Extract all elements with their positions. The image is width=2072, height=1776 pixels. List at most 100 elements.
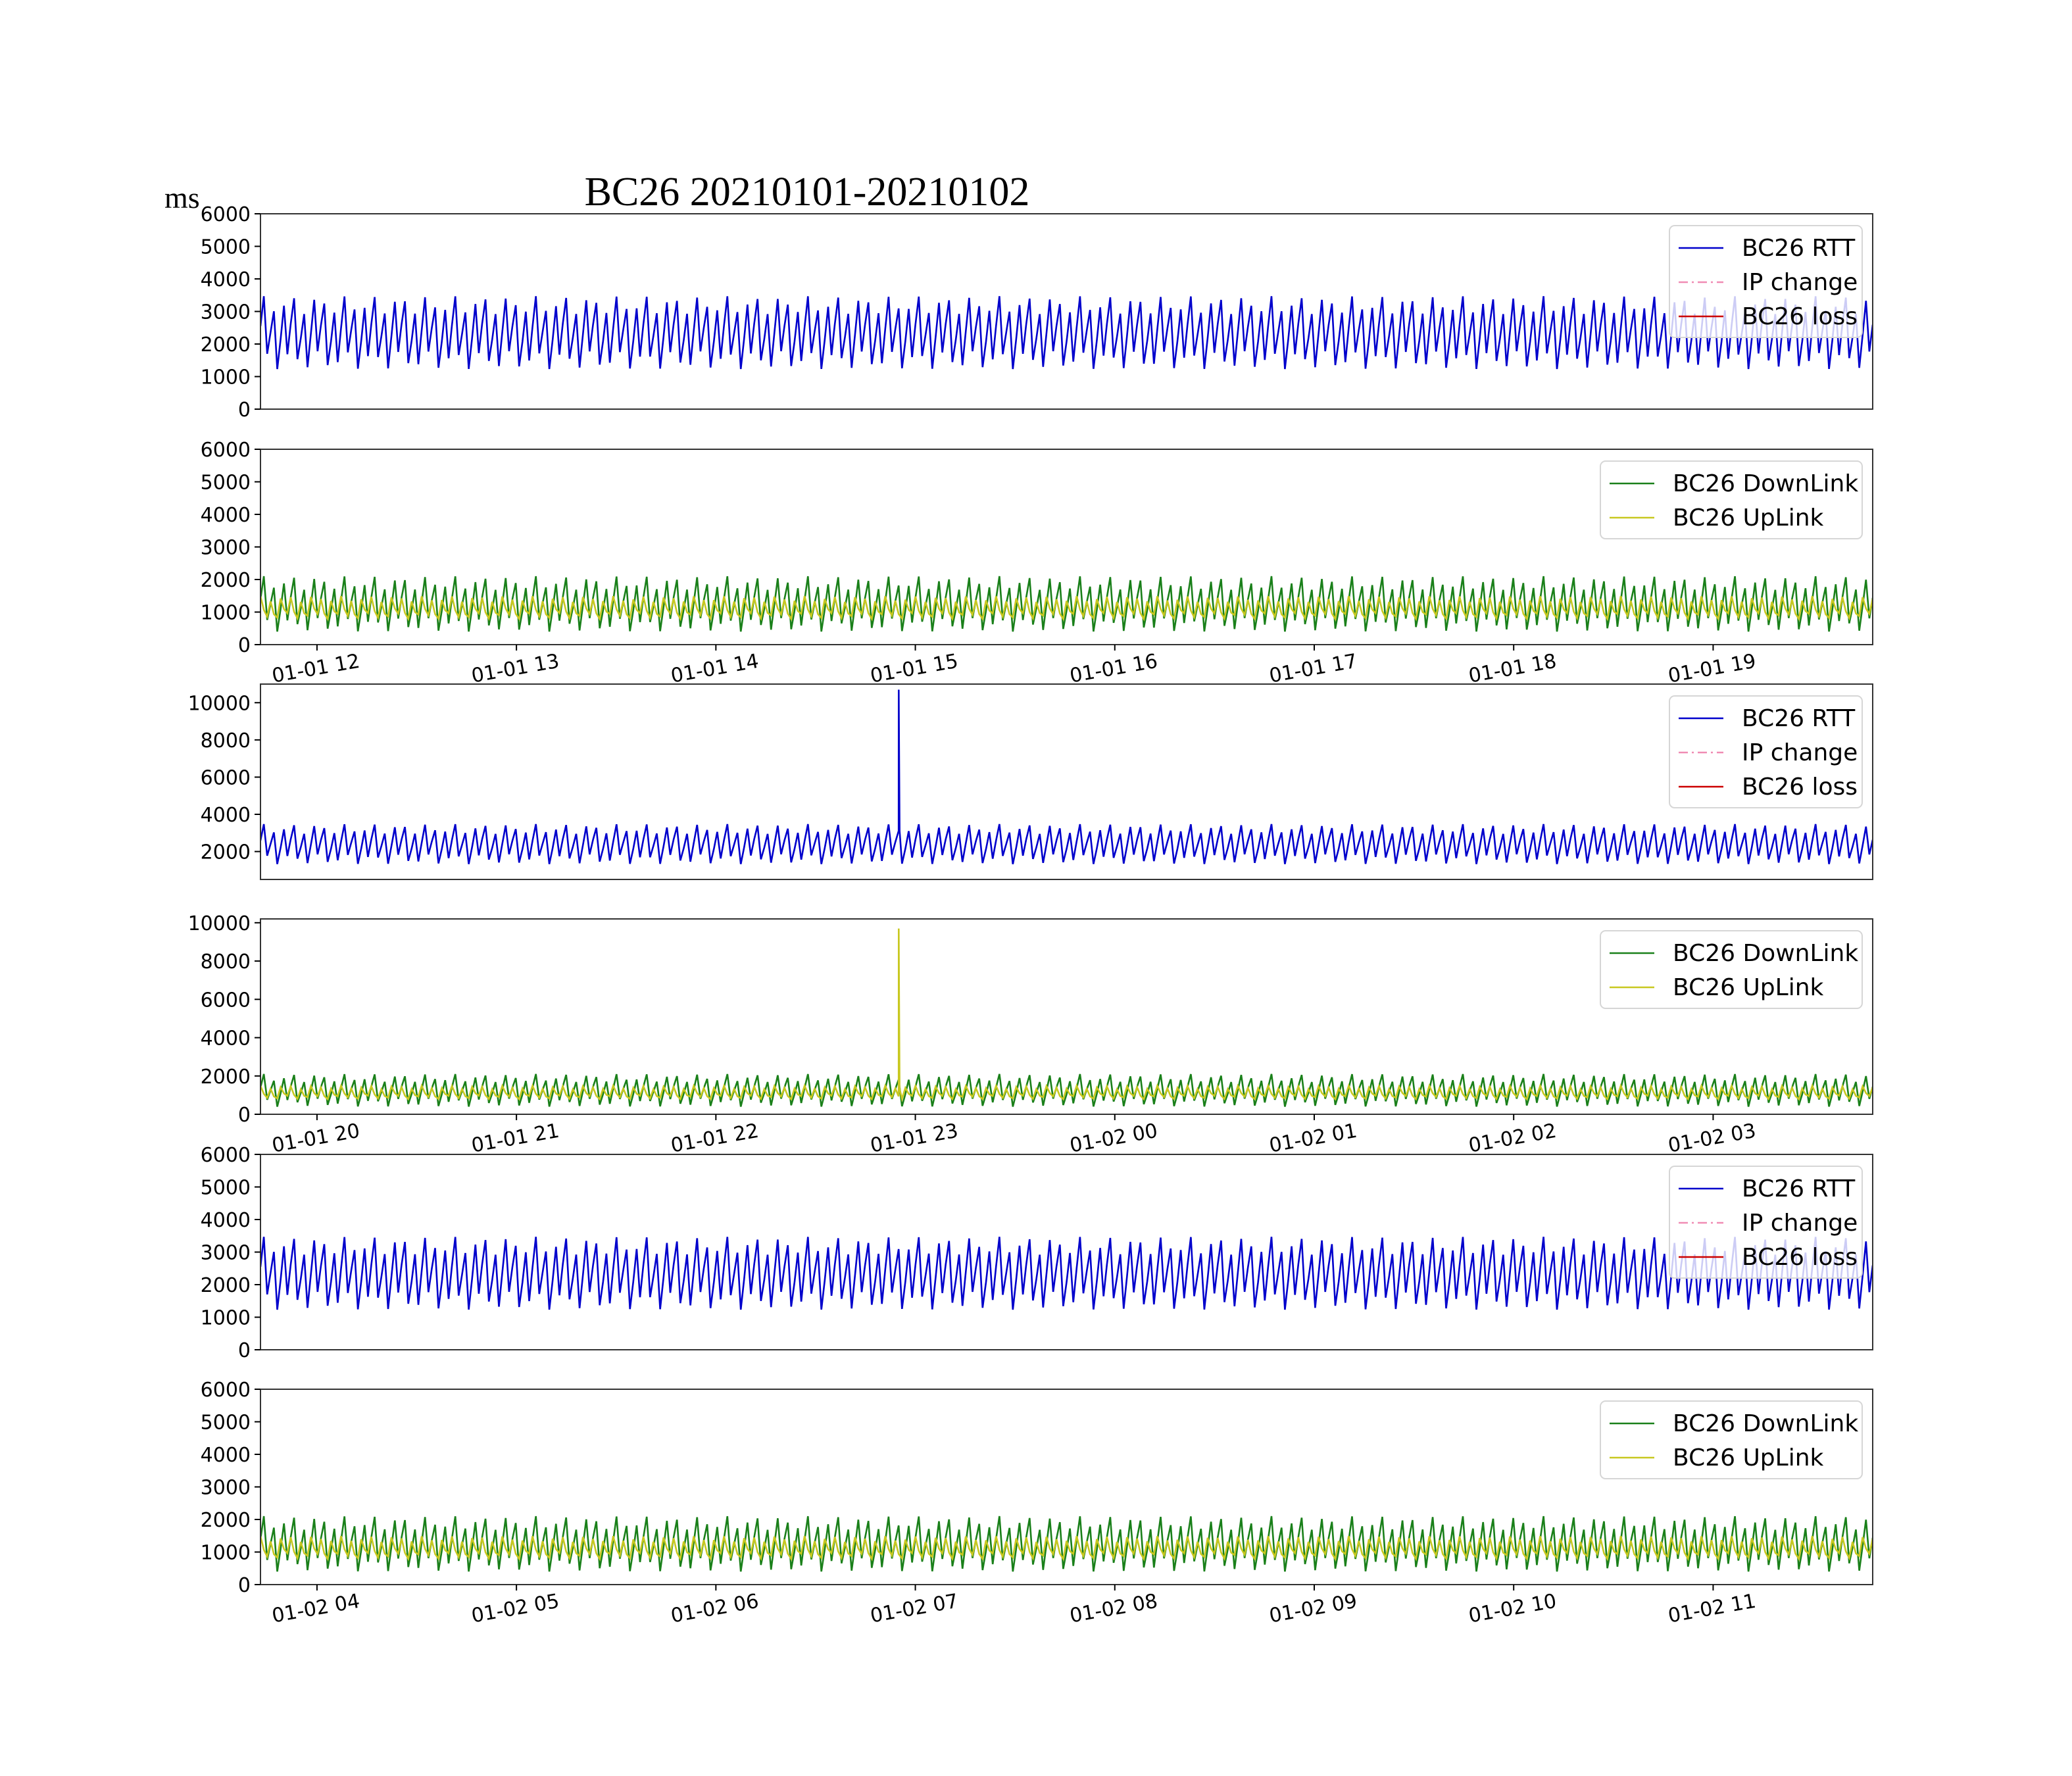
x-tick-label: 01-01 16 — [1068, 650, 1160, 688]
legend-box — [1669, 1166, 1863, 1279]
y-unit-label: ms — [164, 181, 200, 214]
series-line-bc26-rtt — [260, 1237, 1873, 1310]
x-tick-label: 01-01 22 — [669, 1120, 760, 1158]
y-tick-label: 3000 — [201, 1477, 251, 1500]
series-line-bc26-downlink — [260, 1073, 1873, 1107]
x-tick-label: 01-02 04 — [270, 1590, 362, 1628]
y-tick-label: 10000 — [188, 692, 251, 715]
legend: BC26 DownLink BC26 UpLink — [1600, 930, 1863, 1009]
x-tick-label: 01-01 23 — [868, 1120, 960, 1158]
legend-label: IP change — [1742, 269, 1858, 296]
y-tick-label: 8000 — [201, 729, 251, 752]
series-line-bc26-downlink — [260, 1516, 1873, 1572]
x-tick-label: 01-01 21 — [470, 1120, 561, 1158]
y-tick-label: 2000 — [201, 1509, 251, 1532]
y-tick-label: 6000 — [201, 766, 251, 789]
y-tick-label: 6000 — [201, 1379, 251, 1402]
y-tick-label: 2000 — [201, 333, 251, 357]
x-tick-label: 01-02 08 — [1068, 1590, 1160, 1628]
x-tick-label: 01-02 01 — [1268, 1120, 1359, 1158]
y-tick-label: 4000 — [201, 804, 251, 827]
y-tick-label: 0 — [238, 399, 251, 422]
legend-label: BC26 RTT — [1742, 705, 1856, 732]
x-tick-label: 01-02 10 — [1467, 1590, 1558, 1628]
y-tick-label: 2000 — [201, 569, 251, 592]
legend-label: BC26 UpLink — [1673, 505, 1824, 531]
legend-label: BC26 RTT — [1742, 235, 1856, 262]
x-tick-label: 01-01 17 — [1268, 650, 1359, 688]
legend-label: BC26 loss — [1742, 303, 1858, 330]
y-tick-label: 4000 — [201, 1209, 251, 1232]
legend-label: BC26 loss — [1742, 774, 1858, 801]
y-tick-label: 4000 — [201, 1027, 251, 1050]
y-tick-label: 2000 — [201, 841, 251, 864]
legend-label: BC26 DownLink — [1673, 1410, 1858, 1437]
series-line-bc26-downlink — [260, 576, 1873, 632]
plot-area-frame — [260, 1154, 1873, 1350]
x-tick-label: 01-01 14 — [669, 650, 760, 688]
legend-label: BC26 UpLink — [1673, 1444, 1824, 1471]
x-tick-label: 01-01 15 — [868, 650, 960, 688]
plot-area-frame — [260, 213, 1873, 410]
legend-label: BC26 RTT — [1742, 1175, 1856, 1202]
x-tick-label: 01-01 20 — [270, 1120, 362, 1158]
y-tick-label: 6000 — [201, 989, 251, 1012]
x-tick-label: 01-02 06 — [669, 1590, 760, 1628]
y-tick-label: 5000 — [201, 236, 251, 259]
chart-panel-2: 0 1000 2000 3000 4000 5000 6000 01-01 12 01-01 1… — [201, 439, 1873, 688]
legend: BC26 RTT IP change BC26 loss — [1669, 1166, 1863, 1279]
y-tick-label: 0 — [238, 1339, 251, 1362]
y-tick-label: 1000 — [201, 602, 251, 625]
series-line-bc26-uplink — [260, 928, 1873, 1102]
legend-box — [1669, 695, 1863, 808]
legend-box — [1600, 1400, 1863, 1479]
legend-label: BC26 DownLink — [1673, 470, 1858, 497]
y-tick-label: 2000 — [201, 1274, 251, 1297]
x-tick-label: 01-02 03 — [1666, 1120, 1758, 1158]
chart-title: BC26 20210101-20210102 — [585, 170, 1030, 214]
series-line-bc26-uplink — [260, 595, 1873, 622]
x-tick-label: 01-01 12 — [270, 650, 362, 688]
legend-box — [1600, 930, 1863, 1009]
x-tick-label: 01-01 18 — [1467, 650, 1558, 688]
y-tick-label: 5000 — [201, 1412, 251, 1435]
chart-panels: 0 1000 2000 3000 4000 5000 6000 BC26 RTT IP chan… — [188, 203, 1873, 1628]
y-tick-label: 6000 — [201, 439, 251, 462]
y-tick-label: 4000 — [201, 504, 251, 527]
y-tick-label: 3000 — [201, 537, 251, 560]
x-tick-label: 01-02 07 — [868, 1590, 960, 1628]
series-line-bc26-uplink — [260, 1535, 1873, 1562]
y-tick-label: 0 — [238, 634, 251, 657]
legend: BC26 DownLink BC26 UpLink — [1600, 1400, 1863, 1479]
x-tick-label: 01-02 00 — [1068, 1120, 1160, 1158]
series-line-bc26-rtt — [260, 296, 1873, 370]
series-line-bc26-rtt — [260, 689, 1873, 864]
x-tick-label: 01-01 13 — [470, 650, 561, 688]
y-tick-label: 10000 — [188, 912, 251, 935]
x-tick-label: 01-02 11 — [1666, 1590, 1758, 1628]
y-tick-label: 4000 — [201, 1444, 251, 1467]
plot-area-frame — [260, 683, 1873, 880]
plot-area-frame — [260, 918, 1873, 1115]
chart-panel-1: 0 1000 2000 3000 4000 5000 6000 BC26 RTT IP chan… — [201, 203, 1873, 422]
y-tick-label: 1000 — [201, 1542, 251, 1565]
legend: BC26 RTT IP change BC26 loss — [1669, 695, 1863, 808]
y-tick-label: 1000 — [201, 366, 251, 389]
chart-panel-5: 0 1000 2000 3000 4000 5000 6000 BC26 RTT IP chan… — [201, 1144, 1873, 1362]
x-tick-label: 01-01 19 — [1666, 650, 1758, 688]
legend-label: BC26 loss — [1742, 1244, 1858, 1271]
y-tick-label: 0 — [238, 1574, 251, 1597]
y-tick-label: 5000 — [201, 1177, 251, 1200]
legend-box — [1669, 225, 1863, 338]
chart-panel-4: 0 2000 4000 6000 8000 10000 01-01 20 01-01 21 01… — [188, 912, 1873, 1158]
legend-label: BC26 DownLink — [1673, 940, 1858, 967]
y-tick-label: 4000 — [201, 268, 251, 291]
y-tick-label: 5000 — [201, 472, 251, 495]
y-tick-label: 3000 — [201, 1242, 251, 1265]
chart-panel-6: 0 1000 2000 3000 4000 5000 6000 01-02 04 01-02 0… — [201, 1379, 1873, 1628]
y-tick-label: 6000 — [201, 1144, 251, 1167]
x-tick-label: 01-02 05 — [470, 1590, 561, 1628]
legend-label: IP change — [1742, 1210, 1858, 1237]
